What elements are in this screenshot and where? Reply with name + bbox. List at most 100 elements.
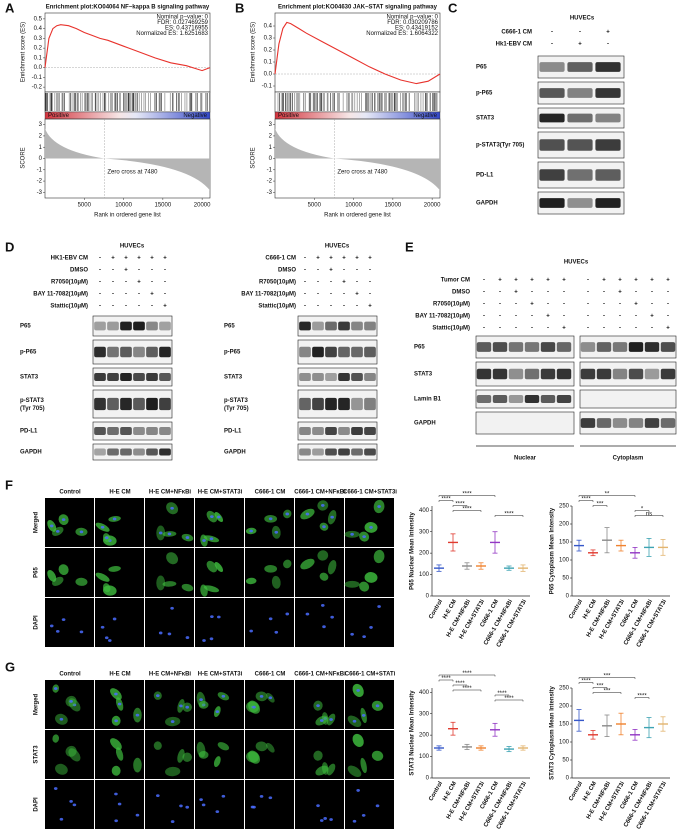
column-label: H-E CM+NFκBi (149, 672, 192, 678)
cell (156, 575, 166, 591)
tick-label: 50 (562, 576, 569, 582)
condition-sign: + (498, 278, 502, 284)
micrograph (345, 598, 394, 647)
cell (317, 550, 329, 561)
blot-row-label: PD-L1 (224, 429, 242, 435)
nucleus (167, 532, 172, 536)
blot-row-label: p-STAT3(Tyr 705) (476, 143, 524, 149)
panel-letter: D (5, 239, 14, 254)
condition-sign: - (99, 268, 101, 274)
tick-label: 0.3 (34, 36, 43, 42)
band (94, 346, 106, 358)
cell (264, 564, 278, 573)
nucleus (369, 626, 373, 629)
nucleus (55, 529, 60, 533)
sig-label: **** (441, 497, 451, 503)
cell (319, 572, 329, 581)
nucleus (350, 632, 354, 636)
nucleus (323, 817, 327, 820)
condition-label: BAY 11-7082(10μM) (33, 292, 88, 298)
band (107, 427, 119, 435)
es-curve (274, 21, 441, 85)
condition-sign: - (151, 280, 153, 286)
band (107, 321, 119, 331)
sig-label: **** (462, 686, 472, 692)
band (299, 448, 311, 456)
sig-label: **** (462, 492, 472, 498)
sig-bracket (438, 674, 496, 677)
nucleus (61, 618, 66, 622)
nucleus (185, 536, 190, 539)
band (107, 397, 119, 411)
nucleus (285, 612, 290, 616)
column-label: C666-1 CM (255, 672, 286, 678)
y-axis-label: STAT3 Nuclear Mean Intensity (410, 690, 416, 776)
nucleus (72, 803, 77, 807)
cell (108, 566, 121, 572)
condition-sign: - (547, 290, 549, 296)
cell (271, 575, 281, 589)
row-label-line: (Tyr 705) (20, 406, 45, 412)
condition-sign: - (304, 268, 306, 274)
band (580, 418, 596, 428)
band (567, 88, 593, 98)
condition-label: DMSO (70, 268, 88, 274)
nucleus (104, 536, 109, 540)
band (556, 395, 572, 403)
band (120, 427, 132, 435)
cell (55, 763, 68, 775)
nucleus (305, 612, 310, 616)
blot-row-label: PD-L1 (20, 429, 38, 435)
blot-row-label: GAPDH (414, 421, 436, 427)
nucleus (320, 504, 325, 507)
band (644, 418, 660, 428)
sig-label: * (641, 507, 644, 513)
cell (102, 583, 111, 593)
band (556, 368, 572, 380)
nucleus (185, 636, 190, 639)
nucleus (185, 805, 190, 809)
sig-bracket (438, 679, 454, 682)
cell (153, 741, 162, 750)
blot-row-label: STAT3 (224, 375, 243, 381)
nucleus (209, 537, 214, 541)
band (338, 346, 350, 358)
cell (65, 745, 77, 757)
blot-row-label: P65 (414, 345, 425, 351)
blot-header: HUVECs (325, 244, 350, 250)
cell (217, 742, 230, 751)
band (540, 342, 556, 352)
column-label: C666-1 CM (255, 490, 286, 496)
nucleus (135, 713, 140, 717)
nucleus (79, 530, 84, 534)
condition-sign: - (356, 280, 358, 286)
cell (360, 757, 367, 774)
band (299, 427, 311, 435)
nucleus (362, 635, 366, 639)
panel-letter: F (5, 477, 13, 492)
condition-sign: - (635, 314, 637, 320)
band (364, 373, 376, 381)
plot-title: Enrichment plot:KO04064 NF−kappa B signa… (46, 5, 210, 11)
condition-sign: - (603, 326, 605, 332)
blot-frame (92, 315, 173, 337)
nucleus (53, 787, 58, 790)
cell (326, 763, 336, 776)
blot-frame (579, 389, 677, 409)
blot-header: HUVECs (564, 260, 589, 266)
nucleus (274, 530, 279, 534)
y-axis-label: STAT3 Cytoplasm Mean Intensity (550, 685, 556, 779)
nucleus (156, 794, 160, 798)
cell (371, 750, 384, 761)
nucleus (210, 615, 214, 619)
tick-label: 400 (419, 690, 430, 696)
condition-sign: - (587, 290, 589, 296)
condition-sign: - (330, 304, 332, 310)
condition-sign: - (304, 292, 306, 298)
nucleus (100, 625, 105, 629)
condition-sign: - (619, 302, 621, 308)
band (338, 427, 350, 435)
nucleus (252, 805, 256, 809)
tick-label: 0.3 (264, 36, 273, 42)
blot-row-label: p-P65 (20, 350, 37, 356)
